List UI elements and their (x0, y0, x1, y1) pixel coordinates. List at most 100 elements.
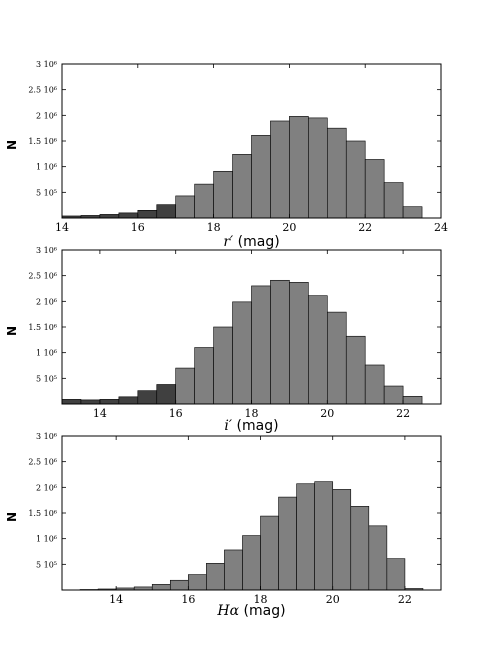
x-axis-label: r′ (mag) (223, 234, 279, 250)
histogram-bar (251, 285, 271, 405)
histogram-bar (224, 549, 243, 591)
histogram-bar (99, 399, 120, 405)
histogram-bar (156, 384, 177, 405)
y-tick-label: 2.5 10⁶ (28, 458, 57, 467)
histogram-bar (386, 558, 406, 591)
histogram-bar (364, 159, 385, 219)
histogram-bar (260, 515, 279, 591)
x-tick-label: 18 (245, 407, 259, 420)
histogram-panel: 14 16 18 20 22 24 5 10⁵ 1 10⁶ 1.5 10⁶ 2 10⁶ 2.5 10… (5, 60, 448, 250)
histogram-bar (270, 120, 290, 219)
y-tick-label: 1.5 10⁶ (28, 509, 57, 518)
histogram-bar (326, 127, 347, 219)
y-tick-label: 1 10⁶ (36, 163, 57, 172)
x-tick-label: 22 (398, 593, 412, 606)
y-tick-label: 5 10⁵ (36, 188, 57, 197)
histogram-bar (383, 385, 404, 405)
x-tick-label: 18 (207, 221, 221, 234)
x-tick-label: 24 (434, 221, 448, 234)
y-tick-label: 5 10⁵ (36, 560, 57, 569)
y-tick-label: 1 10⁶ (36, 349, 57, 358)
y-tick-label: 2 10⁶ (36, 111, 57, 120)
histogram-bar (251, 135, 271, 219)
y-tick-label: 3 10⁶ (36, 60, 57, 69)
y-tick-label: 1.5 10⁶ (28, 137, 57, 146)
y-tick-label: 3 10⁶ (36, 432, 57, 441)
x-tick-label: 14 (93, 407, 107, 420)
histogram-bar (350, 506, 370, 591)
histogram-bar (402, 206, 423, 219)
x-axis-label-symbol: r′ (223, 234, 234, 250)
y-tick-label: 5 10⁵ (36, 374, 57, 383)
x-axis-label-symbol: Hα (216, 603, 239, 619)
y-tick-label: 1 10⁶ (36, 535, 57, 544)
x-tick-label: 22 (358, 221, 372, 234)
histogram-bar (278, 496, 297, 591)
histogram-bar (213, 170, 233, 219)
histogram-bar (99, 214, 120, 219)
x-axis-label-unit: (mag) (239, 603, 285, 619)
y-tick-label: 3 10⁶ (36, 246, 57, 255)
histogram-bar (368, 525, 388, 591)
x-tick-label: 20 (282, 221, 296, 234)
x-axis-label: i′ (mag) (224, 418, 278, 434)
histogram-bar (169, 579, 189, 591)
histogram-bar (151, 584, 171, 591)
histogram-bar (175, 367, 195, 405)
histogram-bar (213, 326, 233, 405)
y-tick-label: 2.5 10⁶ (28, 86, 57, 95)
x-tick-label: 18 (254, 593, 268, 606)
histogram-bar (270, 279, 290, 405)
x-tick-label: 14 (109, 593, 123, 606)
histogram-bar (188, 574, 207, 591)
histogram-bar (194, 347, 214, 405)
histogram-bar (156, 204, 177, 219)
histogram-panel: 14 16 18 20 22 5 10⁵ 1 10⁶ 1.5 10⁶ 2 10⁶ 2.5 10⁶ 3… (5, 246, 442, 434)
y-tick-label: 2 10⁶ (36, 483, 57, 492)
histogram-bar (364, 364, 385, 405)
histogram-bar (137, 210, 158, 219)
histogram-bar (61, 399, 82, 405)
histogram-bar (137, 390, 158, 405)
histogram-bar (345, 335, 366, 405)
x-axis-label-unit: (mag) (232, 418, 278, 434)
x-tick-label: 20 (326, 593, 340, 606)
y-tick-label: 1.5 10⁶ (28, 323, 57, 332)
y-axis-label: N (5, 326, 19, 336)
x-tick-label: 14 (55, 221, 69, 234)
histogram-bar (332, 489, 352, 591)
y-axis-label: N (5, 140, 19, 150)
x-tick-label: 20 (320, 407, 334, 420)
x-axis-label-symbol: i′ (224, 418, 232, 434)
x-axis-label: Hα (mag) (216, 603, 285, 619)
histogram-bar (194, 183, 214, 219)
histogram-bar (242, 535, 261, 591)
histogram-bar (402, 395, 423, 405)
x-tick-label: 22 (396, 407, 410, 420)
histogram-bar (308, 295, 328, 405)
histogram-bar (206, 563, 225, 591)
histogram-bar (345, 140, 366, 219)
x-tick-label: 16 (181, 593, 195, 606)
histogram-bar (326, 311, 347, 405)
histogram-bar (289, 282, 309, 405)
histogram-bar (314, 481, 334, 591)
histogram-bar (232, 301, 252, 405)
histogram-bar (232, 154, 252, 219)
x-tick-label: 16 (131, 221, 145, 234)
histogram-bar (296, 483, 315, 591)
histogram-bar (118, 212, 139, 219)
histogram-bar (175, 195, 195, 219)
y-axis-label: N (5, 512, 19, 522)
x-tick-label: 16 (169, 407, 183, 420)
histogram-bar (383, 182, 404, 219)
x-axis-label-unit: (mag) (233, 234, 279, 250)
histogram-bar (308, 117, 328, 219)
y-tick-label: 2.5 10⁶ (28, 272, 57, 281)
histogram-bar (80, 399, 101, 405)
y-tick-label: 2 10⁶ (36, 297, 57, 306)
histogram-bar (289, 116, 309, 219)
histogram-bar (118, 396, 139, 405)
histogram-panel: 14 16 18 20 22 5 10⁵ 1 10⁶ 1.5 10⁶ 2 10⁶ 2.5 10⁶ 3… (5, 432, 442, 619)
